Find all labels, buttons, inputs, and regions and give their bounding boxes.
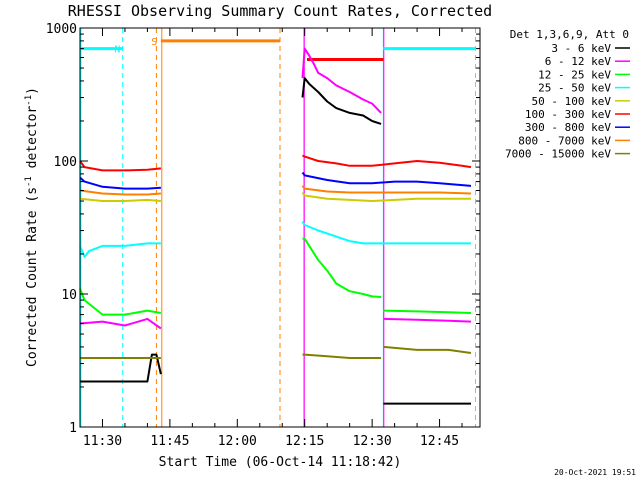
x-tick-label-11-30: 11:30 bbox=[83, 434, 122, 449]
series-100-300-kev bbox=[79, 154, 472, 172]
x-tick-label-11-45: 11:45 bbox=[150, 434, 189, 449]
legend-label-6-12-kev: 6 - 12 keV bbox=[545, 55, 612, 68]
series-segment-25-50-kev-2 bbox=[301, 221, 471, 245]
series-25-50-kev bbox=[79, 221, 471, 258]
series-segment-300-800-kev-2 bbox=[301, 171, 472, 187]
series-segment-800-7000-kev-2 bbox=[301, 185, 472, 195]
series-50-100-kev bbox=[79, 191, 471, 202]
x-axis-label: Start Time (06-Oct-14 11:18:42) bbox=[159, 455, 402, 470]
legend-label-7000-15000-kev: 7000 - 15000 keV bbox=[505, 148, 611, 161]
axis-ticks: 11:30 11:45 12:00 12:15 12:30 12:45 1 10 100 1000 bbox=[46, 22, 480, 449]
y-tick-label-1: 1 bbox=[69, 421, 77, 436]
series-segment-6-12-kev-1 bbox=[79, 317, 162, 330]
legend-header: Det 1,3,6,9, Att 0 bbox=[510, 28, 629, 41]
x-tick-label-12-45: 12:45 bbox=[420, 434, 459, 449]
y-axis-label-sup2: -1 bbox=[24, 95, 34, 106]
x-tick-label-12-30: 12:30 bbox=[353, 434, 392, 449]
y-tick-label-100: 100 bbox=[54, 155, 77, 170]
series-segment-25-50-kev-1 bbox=[79, 242, 161, 258]
status-flags: NS bbox=[80, 37, 476, 61]
series-segment-7000-15000-kev-2 bbox=[302, 353, 382, 359]
series-lines bbox=[79, 47, 472, 405]
x-tick-label-12-15: 12:15 bbox=[285, 434, 324, 449]
legend-label-3-6-kev: 3 - 6 keV bbox=[551, 42, 611, 55]
plot-frame bbox=[79, 27, 481, 428]
series-segment-12-25-kev-1 bbox=[79, 288, 162, 316]
series-segment-100-300-kev-2 bbox=[302, 154, 472, 169]
legend-label-50-100-kev: 50 - 100 keV bbox=[532, 95, 612, 108]
series-800-7000-kev bbox=[79, 185, 472, 196]
series-segment-50-100-kev-2 bbox=[301, 191, 471, 202]
chart-title: RHESSI Observing Summary Count Rates, Co… bbox=[68, 2, 492, 20]
y-axis-label-mid: detector bbox=[25, 106, 40, 177]
saa-flag-label: S bbox=[151, 37, 157, 48]
footer-timestamp: 20-Oct-2021 19:51 bbox=[554, 468, 636, 477]
series-6-12-kev bbox=[79, 47, 472, 330]
y-axis-label-sup1: -1 bbox=[24, 176, 34, 187]
series-300-800-kev bbox=[79, 171, 472, 190]
series-segment-7000-15000-kev-3 bbox=[383, 345, 472, 354]
series-3-6-kev bbox=[80, 77, 471, 405]
legend-label-800-7000-kev: 800 - 7000 keV bbox=[518, 134, 611, 147]
series-segment-800-7000-kev-1 bbox=[79, 189, 161, 196]
legend-label-300-800-kev: 300 - 800 keV bbox=[525, 121, 611, 134]
series-segment-50-100-kev-1 bbox=[79, 197, 161, 202]
series-segment-3-6-kev-1 bbox=[80, 353, 162, 383]
vertical-markers bbox=[80, 28, 477, 427]
y-axis-label-main: Corrected Count Rate (s bbox=[25, 187, 40, 367]
legend-label-100-300-kev: 100 - 300 keV bbox=[525, 108, 611, 121]
series-7000-15000-kev bbox=[80, 345, 472, 359]
series-segment-3-6-kev-2 bbox=[301, 77, 382, 125]
y-axis-label-end: ) bbox=[25, 87, 40, 95]
series-12-25-kev bbox=[79, 237, 472, 316]
y-axis-label: Corrected Count Rate (s-1 detector-1) bbox=[24, 87, 40, 367]
series-segment-6-12-kev-3 bbox=[383, 317, 472, 323]
series-segment-6-12-kev-2 bbox=[301, 47, 382, 114]
series-segment-12-25-kev-3 bbox=[383, 309, 472, 314]
night-flag-label: N bbox=[114, 45, 120, 56]
y-tick-label-1000: 1000 bbox=[46, 22, 77, 37]
y-tick-label-10: 10 bbox=[61, 288, 77, 303]
series-segment-12-25-kev-2 bbox=[302, 237, 382, 298]
series-segment-300-800-kev-1 bbox=[79, 176, 161, 190]
series-segment-100-300-kev-1 bbox=[79, 160, 161, 172]
x-tick-label-12-00: 12:00 bbox=[218, 434, 257, 449]
legend-label-25-50-kev: 25 - 50 keV bbox=[538, 82, 611, 95]
legend-label-12-25-kev: 12 - 25 keV bbox=[538, 68, 611, 81]
